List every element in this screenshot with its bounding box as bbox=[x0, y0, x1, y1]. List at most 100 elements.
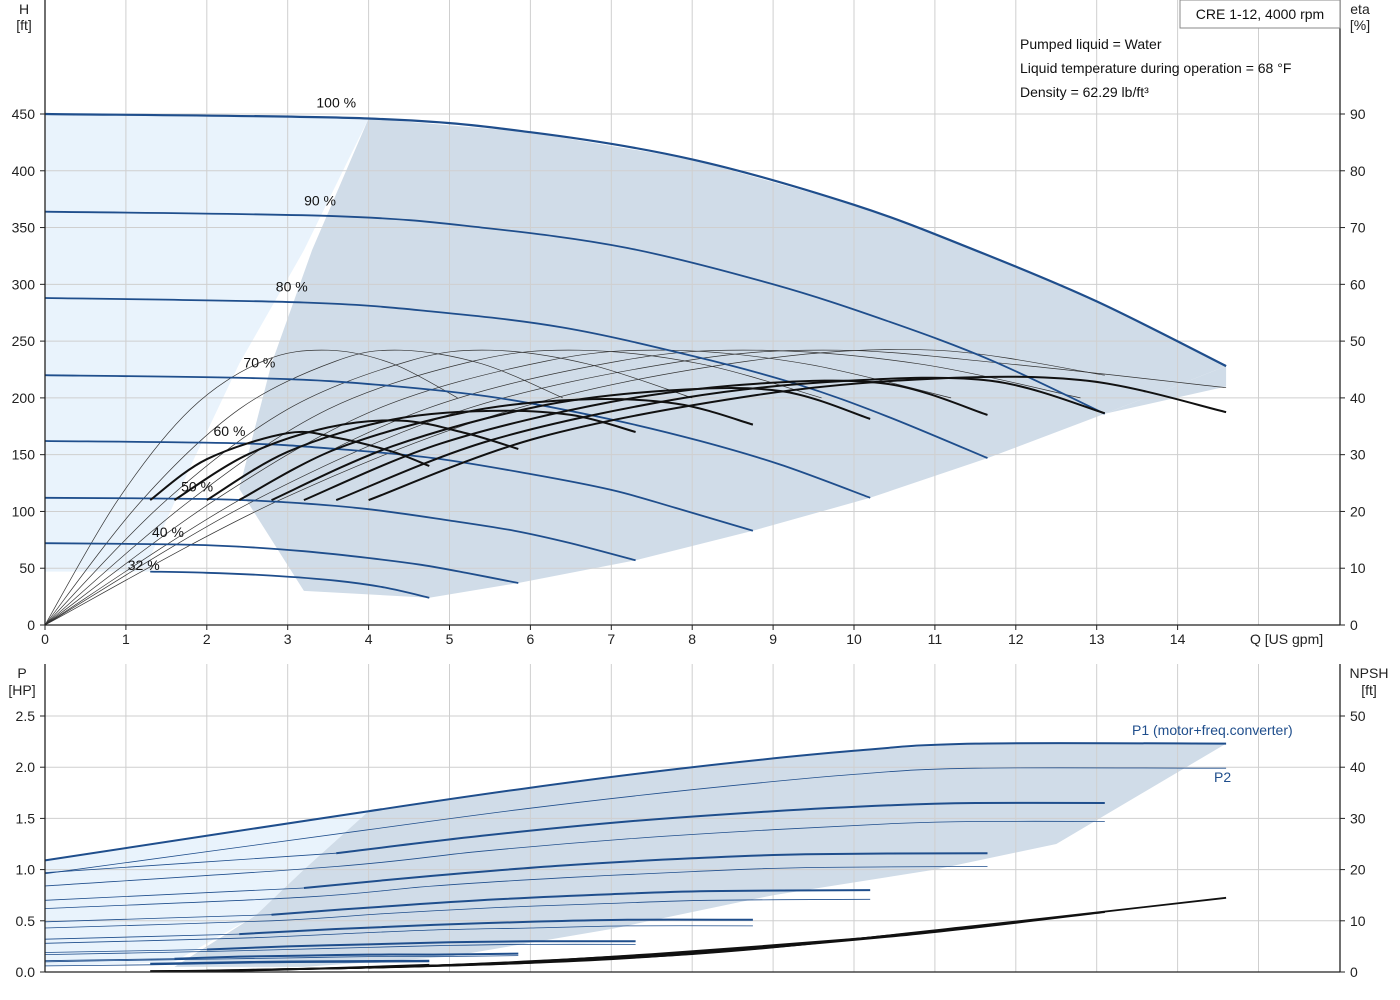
y2-tick-label: 20 bbox=[1350, 503, 1366, 519]
p2-curve-3 bbox=[44, 898, 871, 929]
head-curve-70 bbox=[44, 374, 871, 499]
y-tick-label: 50 bbox=[19, 560, 35, 576]
p1-lowflow-curve-0 bbox=[44, 852, 337, 874]
x-tick-label: 10 bbox=[846, 631, 862, 647]
y-tick-label: 450 bbox=[12, 106, 36, 122]
y2-tick-label: 0 bbox=[1350, 617, 1358, 633]
npsh-tick-label: 10 bbox=[1350, 913, 1366, 929]
operating-area-lower bbox=[1104, 366, 1227, 414]
x-tick-label: 14 bbox=[1170, 631, 1186, 647]
x-tick-label: 11 bbox=[928, 631, 943, 647]
x-tick-label: 8 bbox=[688, 631, 696, 647]
p2-curve-5 bbox=[44, 943, 636, 955]
y2-tick-label: 70 bbox=[1350, 220, 1366, 236]
y-axis-label-unit: [ft] bbox=[16, 17, 32, 33]
npsh-tick-label: 0 bbox=[1350, 964, 1358, 980]
npsh-curve-7 bbox=[368, 896, 1227, 969]
x-tick-label: 7 bbox=[607, 631, 615, 647]
eta-thin-curve-3 bbox=[44, 349, 822, 626]
top-axes: 0501001502002503003504004500102030405060… bbox=[12, 0, 1370, 647]
y2-axis-label-unit: [%] bbox=[1350, 17, 1370, 33]
speed-label-80: 80 % bbox=[276, 279, 308, 295]
operating-area bbox=[239, 118, 1227, 598]
p-tick-label: 0.0 bbox=[16, 964, 36, 980]
p2-curve-1 bbox=[44, 820, 1105, 887]
npsh-axis-label-unit: [ft] bbox=[1361, 682, 1377, 698]
speed-label-32: 32 % bbox=[128, 557, 160, 573]
bottom-axes: 0.0 0.5 1.0 1.5 2.0 2.5 0 10 20 30 40 50 P[HP] NPSH[f… bbox=[8, 664, 1388, 980]
y-tick-label: 150 bbox=[12, 447, 36, 463]
p-axis-label-name: P bbox=[17, 665, 26, 681]
eta-thin-curve-4 bbox=[44, 349, 952, 626]
eta-thin-curve-6 bbox=[44, 349, 1227, 626]
p2-curve-6 bbox=[44, 955, 519, 963]
p1-curve-0 bbox=[44, 742, 1227, 862]
speed-label-50: 50 % bbox=[181, 478, 213, 494]
eta-thin-curve-7 bbox=[44, 349, 1105, 626]
x-tick-label: 1 bbox=[122, 631, 130, 647]
y2-tick-label: 90 bbox=[1350, 106, 1366, 122]
y2-tick-label: 50 bbox=[1350, 333, 1366, 349]
y-tick-label: 300 bbox=[12, 276, 36, 292]
y2-tick-label: 80 bbox=[1350, 163, 1366, 179]
p2-curve-7 bbox=[44, 961, 430, 967]
p-tick-label: 0.5 bbox=[16, 913, 36, 929]
npsh-axis-label-name: NPSH bbox=[1350, 665, 1389, 681]
eta-thin-curve-0 bbox=[44, 349, 458, 626]
y-axis-label-name: H bbox=[19, 1, 29, 17]
p-tick-label: 1.5 bbox=[16, 810, 36, 826]
eta-curve-6 bbox=[335, 376, 1106, 502]
p1-curve-6 bbox=[174, 952, 519, 960]
top-curves: 100 % 90 % 80 % 70 % 60 % 50 % 40 % 32 % bbox=[44, 95, 1227, 626]
p1-lowflow-curve-5 bbox=[44, 958, 175, 962]
npsh-tick-label: 20 bbox=[1350, 862, 1366, 878]
p1-lowflow-curve-3 bbox=[44, 933, 240, 940]
y2-tick-label: 30 bbox=[1350, 447, 1366, 463]
p2-series-label: P2 bbox=[1214, 769, 1231, 785]
p-axis-label-unit: [HP] bbox=[8, 682, 35, 698]
speed-label-40: 40 % bbox=[152, 524, 184, 540]
x-tick-label: 13 bbox=[1089, 631, 1105, 647]
p1-curve-4 bbox=[239, 918, 753, 936]
x-tick-label: 9 bbox=[769, 631, 777, 647]
eta-curve-7 bbox=[368, 375, 1227, 502]
npsh-tick-label: 30 bbox=[1350, 810, 1366, 826]
eta-curve-5 bbox=[303, 379, 988, 502]
x-tick-label: 4 bbox=[365, 631, 373, 647]
npsh-tick-label: 50 bbox=[1350, 708, 1366, 724]
p-tick-label: 2.0 bbox=[16, 759, 36, 775]
eta-thin-curve-1 bbox=[44, 349, 563, 626]
y2-tick-label: 40 bbox=[1350, 390, 1366, 406]
p2-curve-4 bbox=[44, 925, 753, 944]
y-tick-label: 350 bbox=[12, 220, 36, 236]
power-region bbox=[45, 743, 1227, 967]
p1-curve-2 bbox=[303, 852, 988, 889]
speed-label-70: 70 % bbox=[243, 355, 275, 371]
info-line-liquid: Pumped liquid = Water bbox=[1020, 36, 1162, 52]
eta-curve-0 bbox=[149, 430, 430, 501]
speed-label-60: 60 % bbox=[213, 423, 245, 439]
p-tick-label: 1.0 bbox=[16, 862, 36, 878]
x-tick-label: 12 bbox=[1008, 631, 1024, 647]
head-curve-90 bbox=[44, 210, 1106, 415]
eta-curve-3 bbox=[238, 398, 754, 501]
head-curve-32 bbox=[150, 570, 430, 599]
p2-curve-0 bbox=[44, 767, 1227, 875]
x-axis-label: Q [US gpm] bbox=[1250, 631, 1323, 647]
bottom-curves: P1 (motor+freq.converter) P2 bbox=[44, 722, 1293, 972]
eta-thin-curve-5 bbox=[44, 349, 1081, 626]
y-tick-label: 100 bbox=[12, 503, 36, 519]
p1-series-label: P1 (motor+freq.converter) bbox=[1132, 722, 1293, 738]
speed-label-100: 100 % bbox=[316, 95, 356, 111]
p1-curve-1 bbox=[336, 801, 1105, 855]
operating-region bbox=[45, 114, 1227, 598]
p2-curve-2 bbox=[44, 866, 988, 909]
head-curve-40 bbox=[44, 542, 519, 584]
eta-thin-curve-2 bbox=[44, 349, 693, 626]
p1-curve-7 bbox=[150, 959, 430, 965]
speed-label-90: 90 % bbox=[304, 192, 336, 208]
power-operating-area bbox=[174, 743, 1227, 967]
x-tick-label: 3 bbox=[284, 631, 292, 647]
y2-tick-label: 60 bbox=[1350, 276, 1366, 292]
